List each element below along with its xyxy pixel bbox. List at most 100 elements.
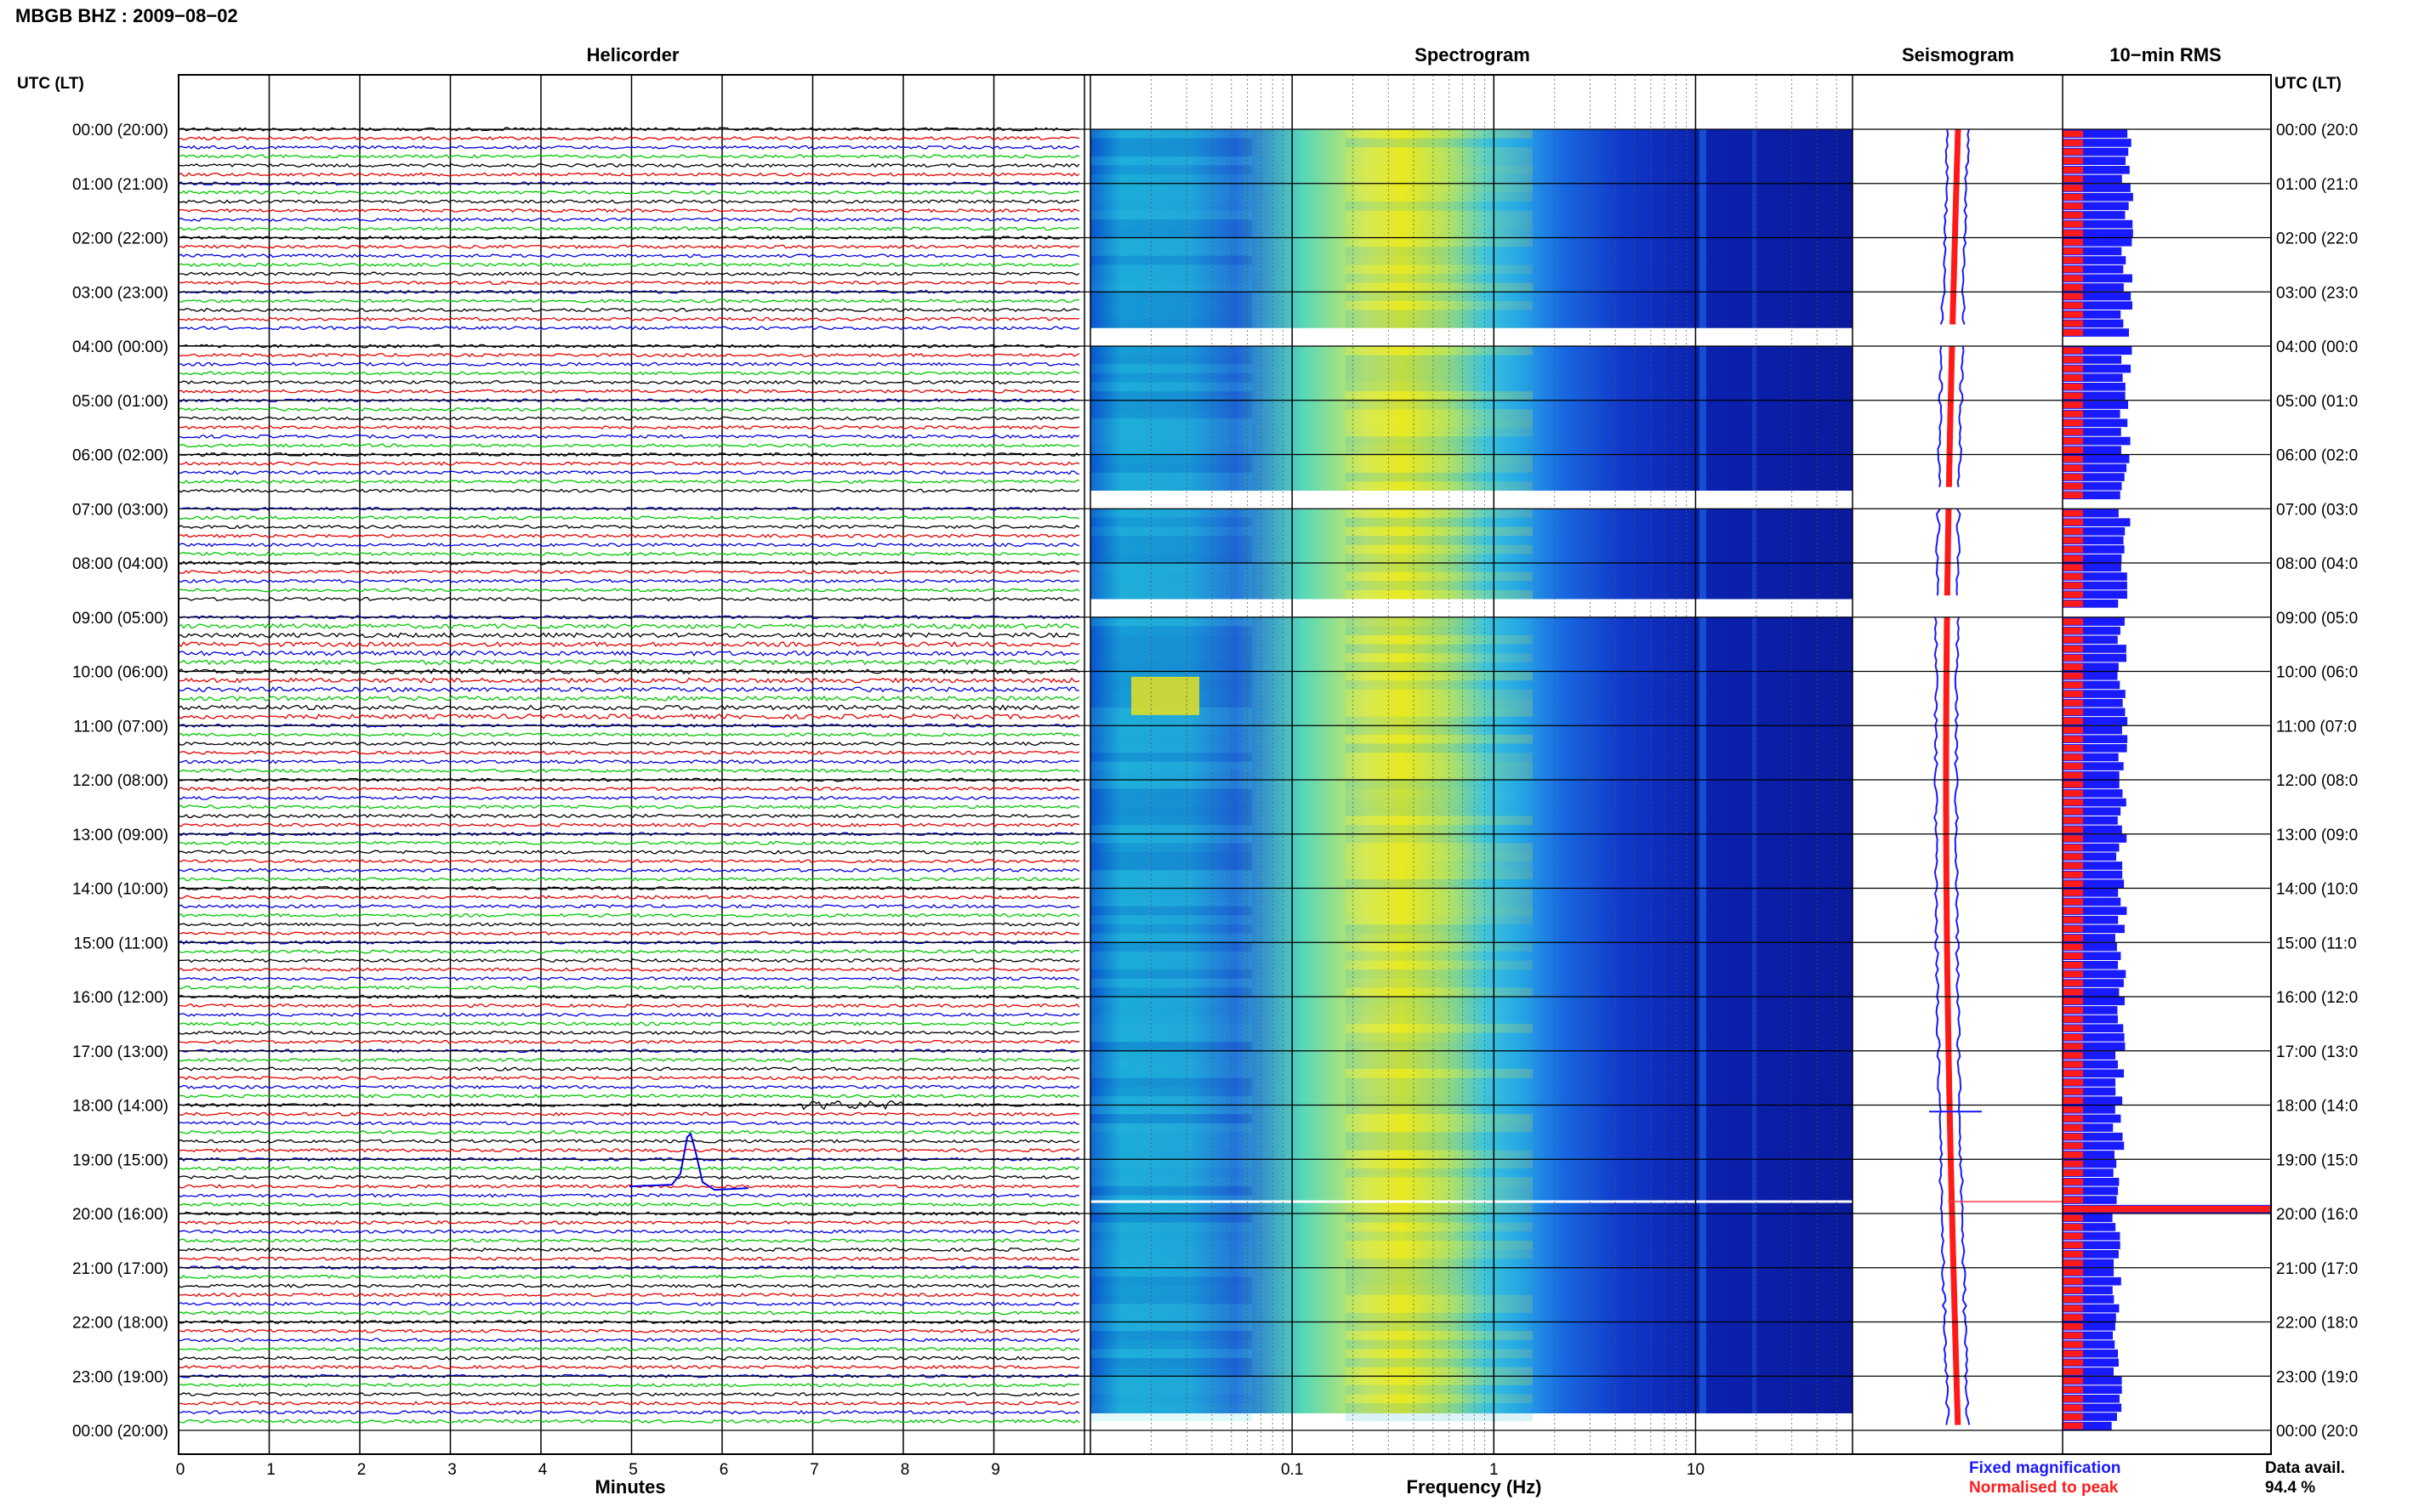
helicorder-trace (178, 822, 1080, 827)
helicorder-trace (178, 1193, 1080, 1198)
helicorder-trace (178, 1166, 1080, 1171)
rms-bar (2063, 202, 2129, 211)
rms-bar (2063, 961, 2118, 969)
helicorder-trace (179, 930, 1080, 936)
rms-bar (2063, 1349, 2119, 1358)
helicorder-trace (178, 904, 1080, 909)
hour-label-left: 18:00 (14:00) (72, 1098, 168, 1116)
helicorder-title: Helicorder (587, 44, 680, 65)
hour-label-right: 09:00 (05:0 (2276, 610, 2358, 628)
helicorder-trace (178, 1292, 1080, 1298)
rms-bar (2063, 1159, 2117, 1168)
hour-label-right: 17:00 (13:0 (2276, 1043, 2358, 1061)
helicorder-trace (178, 416, 1080, 421)
rms-bar (2063, 1168, 2114, 1177)
rms-bar (2063, 1331, 2114, 1340)
rms-bar (2063, 744, 2127, 753)
rms-bar (2063, 554, 2122, 563)
helicorder-trace (178, 1401, 1080, 1406)
helicorder-trace (178, 622, 1080, 629)
helicorder-trace (178, 1129, 1080, 1134)
rms-bar (2063, 952, 2121, 960)
seismogram-title: Seismogram (1902, 44, 2014, 65)
helicorder-trace (178, 1283, 1080, 1288)
rms-bar (2063, 690, 2126, 698)
helicorder-trace (178, 750, 1080, 755)
helicorder-trace (178, 326, 1080, 331)
hour-label-right: 18:00 (14:0 (2276, 1098, 2358, 1116)
hour-label-left: 05:00 (01:00) (72, 393, 168, 411)
hour-label-right: 12:00 (08:0 (2276, 772, 2358, 790)
seismogram-fixed-trace (1933, 617, 1950, 1425)
seismogram-fixed-trace (1939, 128, 1949, 325)
rms-bar (2063, 1223, 2116, 1231)
helicorder-trace (178, 668, 1080, 675)
rms-bar (2063, 446, 2121, 454)
helicorder-trace (178, 1418, 1080, 1424)
helicorder-trace (178, 632, 1080, 639)
helicorder-trace (178, 732, 1080, 737)
spectrogram-title: Spectrogram (1414, 44, 1530, 65)
helicorder-trace (178, 533, 1080, 538)
rms-bar (2063, 1340, 2115, 1349)
rms-bar (2063, 147, 2129, 156)
hour-label-left: 14:00 (10:00) (72, 881, 168, 899)
rms-bar (2063, 635, 2118, 645)
rms-bar (2063, 590, 2127, 599)
helicorder-trace (178, 912, 1080, 918)
rms-bar (2063, 1268, 2114, 1276)
rms-bar (2063, 572, 2127, 581)
hour-label-right: 04:00 (00:0 (2276, 338, 2358, 356)
rms-bar (2063, 491, 2120, 500)
rms-bar (2063, 626, 2120, 635)
hour-label-left: 06:00 (02:00) (72, 447, 168, 465)
helicorder-trace (178, 686, 1080, 693)
minute-tick-label: 2 (357, 1461, 367, 1479)
rms-bar (2063, 1376, 2122, 1385)
seismogram-normalised-trace (1949, 128, 1961, 325)
helicorder-trace (178, 253, 1080, 259)
rms-bar (2063, 428, 2121, 436)
hour-label-left: 13:00 (09:00) (72, 827, 168, 844)
rms-bar (2063, 463, 2127, 473)
hour-label-right: 11:00 (07:0 (2276, 718, 2357, 736)
seismogram-fixed-trace (1935, 508, 1941, 596)
rms-bar (2063, 1231, 2120, 1241)
helicorder-trace (178, 1219, 1080, 1225)
helicorder-trace (178, 741, 1080, 747)
hour-label-right: 00:00 (20:0 (2276, 1423, 2358, 1441)
hour-label-right: 08:00 (04:0 (2276, 555, 2358, 573)
plot-frame (178, 74, 2272, 1455)
rms-bar (2063, 1395, 2120, 1403)
rms-bar (2063, 907, 2127, 915)
rms-bar (2063, 861, 2123, 870)
rms-bar (2063, 1006, 2118, 1015)
helicorder-trace (178, 640, 1080, 648)
rms-bar (2063, 770, 2120, 780)
rms-bar (2063, 1286, 2113, 1295)
helicorder-trace (178, 1111, 1080, 1117)
rms-bar (2063, 843, 2120, 852)
rms-bar (2063, 1196, 2117, 1204)
hour-label-right: 05:00 (01:0 (2276, 393, 2358, 411)
rms-bar (2063, 1421, 2112, 1430)
helicorder-trace (178, 596, 1080, 602)
legend-fixed: Fixed magnification (1969, 1459, 2120, 1477)
rms-bar (2063, 536, 2124, 545)
minute-tick-label: 5 (629, 1461, 638, 1479)
rms-bar (2063, 346, 2132, 355)
rms-bar (2063, 934, 2115, 942)
rms-bar (2063, 1132, 2123, 1141)
rms-bar (2063, 1078, 2116, 1087)
rms-bar (2063, 1015, 2118, 1024)
rms-bar (2063, 1367, 2114, 1376)
rms-bar (2063, 762, 2124, 770)
helicorder-trace (178, 1139, 1080, 1144)
helicorder-trace (178, 1247, 1080, 1253)
helicorder-trace (178, 316, 1080, 321)
hour-labels-right: 00:00 (20:0 01:00 (21:0 02:00 (22:0 03:00 (… (2276, 122, 2358, 1441)
rms-bar (2063, 1141, 2125, 1151)
helicorder-trace (178, 850, 1080, 855)
spectrogram-gap (1090, 599, 1853, 617)
helicorder-trace (178, 262, 1080, 267)
